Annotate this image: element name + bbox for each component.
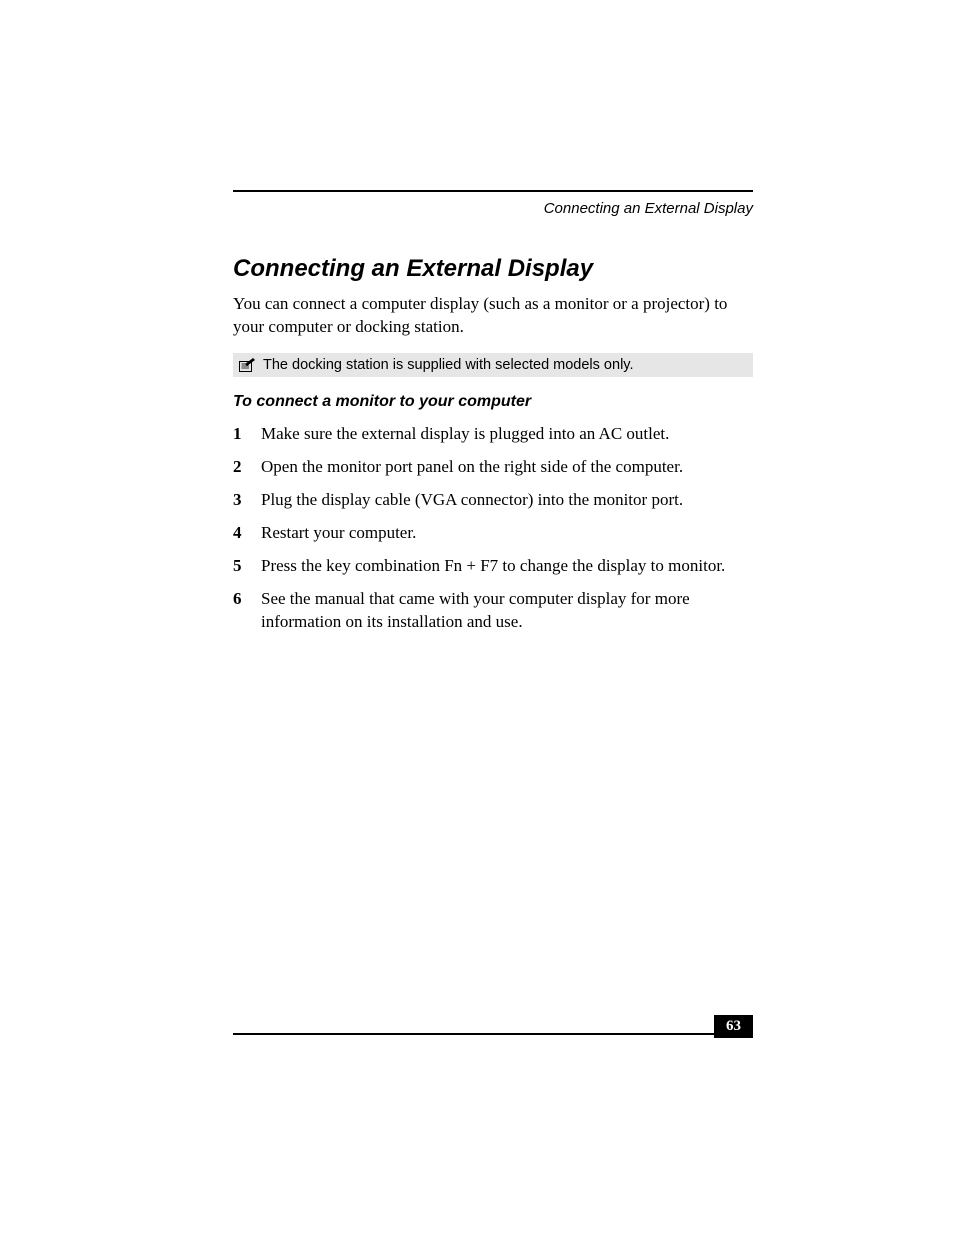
content-area: Connecting an External Display Connectin… (233, 190, 753, 643)
step-item: 4 Restart your computer. (233, 522, 753, 545)
footer: 63 (233, 1033, 753, 1035)
bottom-rule (233, 1033, 753, 1035)
step-text: Make sure the external display is plugge… (261, 423, 753, 446)
step-text: Plug the display cable (VGA connector) i… (261, 489, 753, 512)
step-number: 2 (233, 456, 261, 479)
step-text: Press the key combination Fn + F7 to cha… (261, 555, 753, 578)
top-rule (233, 190, 753, 192)
document-page: Connecting an External Display Connectin… (0, 0, 954, 1235)
step-item: 1 Make sure the external display is plug… (233, 423, 753, 446)
pencil-note-icon (239, 358, 257, 372)
step-number: 6 (233, 588, 261, 611)
step-number: 1 (233, 423, 261, 446)
step-item: 3 Plug the display cable (VGA connector)… (233, 489, 753, 512)
step-item: 2 Open the monitor port panel on the rig… (233, 456, 753, 479)
note-text: The docking station is supplied with sel… (263, 357, 634, 373)
page-number: 63 (714, 1015, 753, 1038)
step-text: Open the monitor port panel on the right… (261, 456, 753, 479)
step-number: 4 (233, 522, 261, 545)
step-number: 3 (233, 489, 261, 512)
note-box: The docking station is supplied with sel… (233, 353, 753, 377)
steps-list: 1 Make sure the external display is plug… (233, 423, 753, 634)
step-number: 5 (233, 555, 261, 578)
subheading: To connect a monitor to your computer (233, 393, 753, 411)
step-text: See the manual that came with your compu… (261, 588, 753, 634)
page-title: Connecting an External Display (233, 255, 753, 283)
step-item: 5 Press the key combination Fn + F7 to c… (233, 555, 753, 578)
step-text: Restart your computer. (261, 522, 753, 545)
step-item: 6 See the manual that came with your com… (233, 588, 753, 634)
running-head: Connecting an External Display (233, 200, 753, 217)
intro-paragraph: You can connect a computer display (such… (233, 293, 753, 339)
